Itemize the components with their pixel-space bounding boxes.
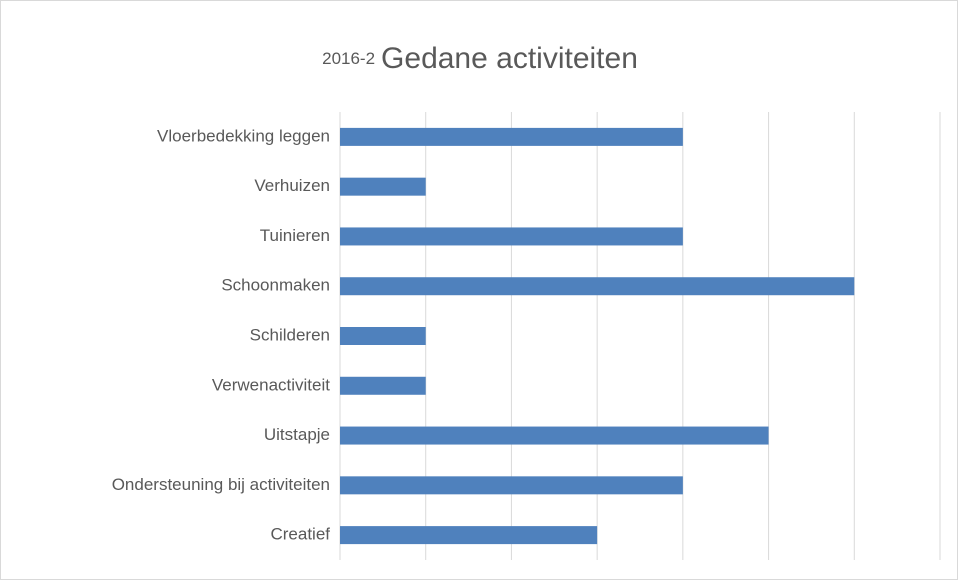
y-tick-label: Verhuizen [254,176,330,195]
chart-subtitle: 2016-2 [322,49,375,68]
bar [340,127,683,146]
y-tick-label: Tuinieren [260,226,330,245]
y-tick-label: Verwenactiviteit [212,375,330,394]
y-tick-label: Schilderen [250,325,330,344]
bar [340,426,769,445]
bar [340,376,426,395]
bar [340,526,598,545]
y-tick-label: Vloerbedekking leggen [157,126,330,145]
y-tick-label: Uitstapje [264,425,330,444]
bar [340,327,426,345]
y-tick-label: Schoonmaken [221,276,330,295]
y-tick-label: Ondersteuning bij activiteiten [112,475,330,494]
bar [340,177,426,196]
y-tick-label: Creatief [270,525,330,544]
chart-title-group: 2016-2 Gedane activiteiten [322,42,638,75]
bar [340,476,683,495]
bar [340,227,683,246]
chart-title: Gedane activiteiten [381,42,638,75]
bar [340,277,855,296]
